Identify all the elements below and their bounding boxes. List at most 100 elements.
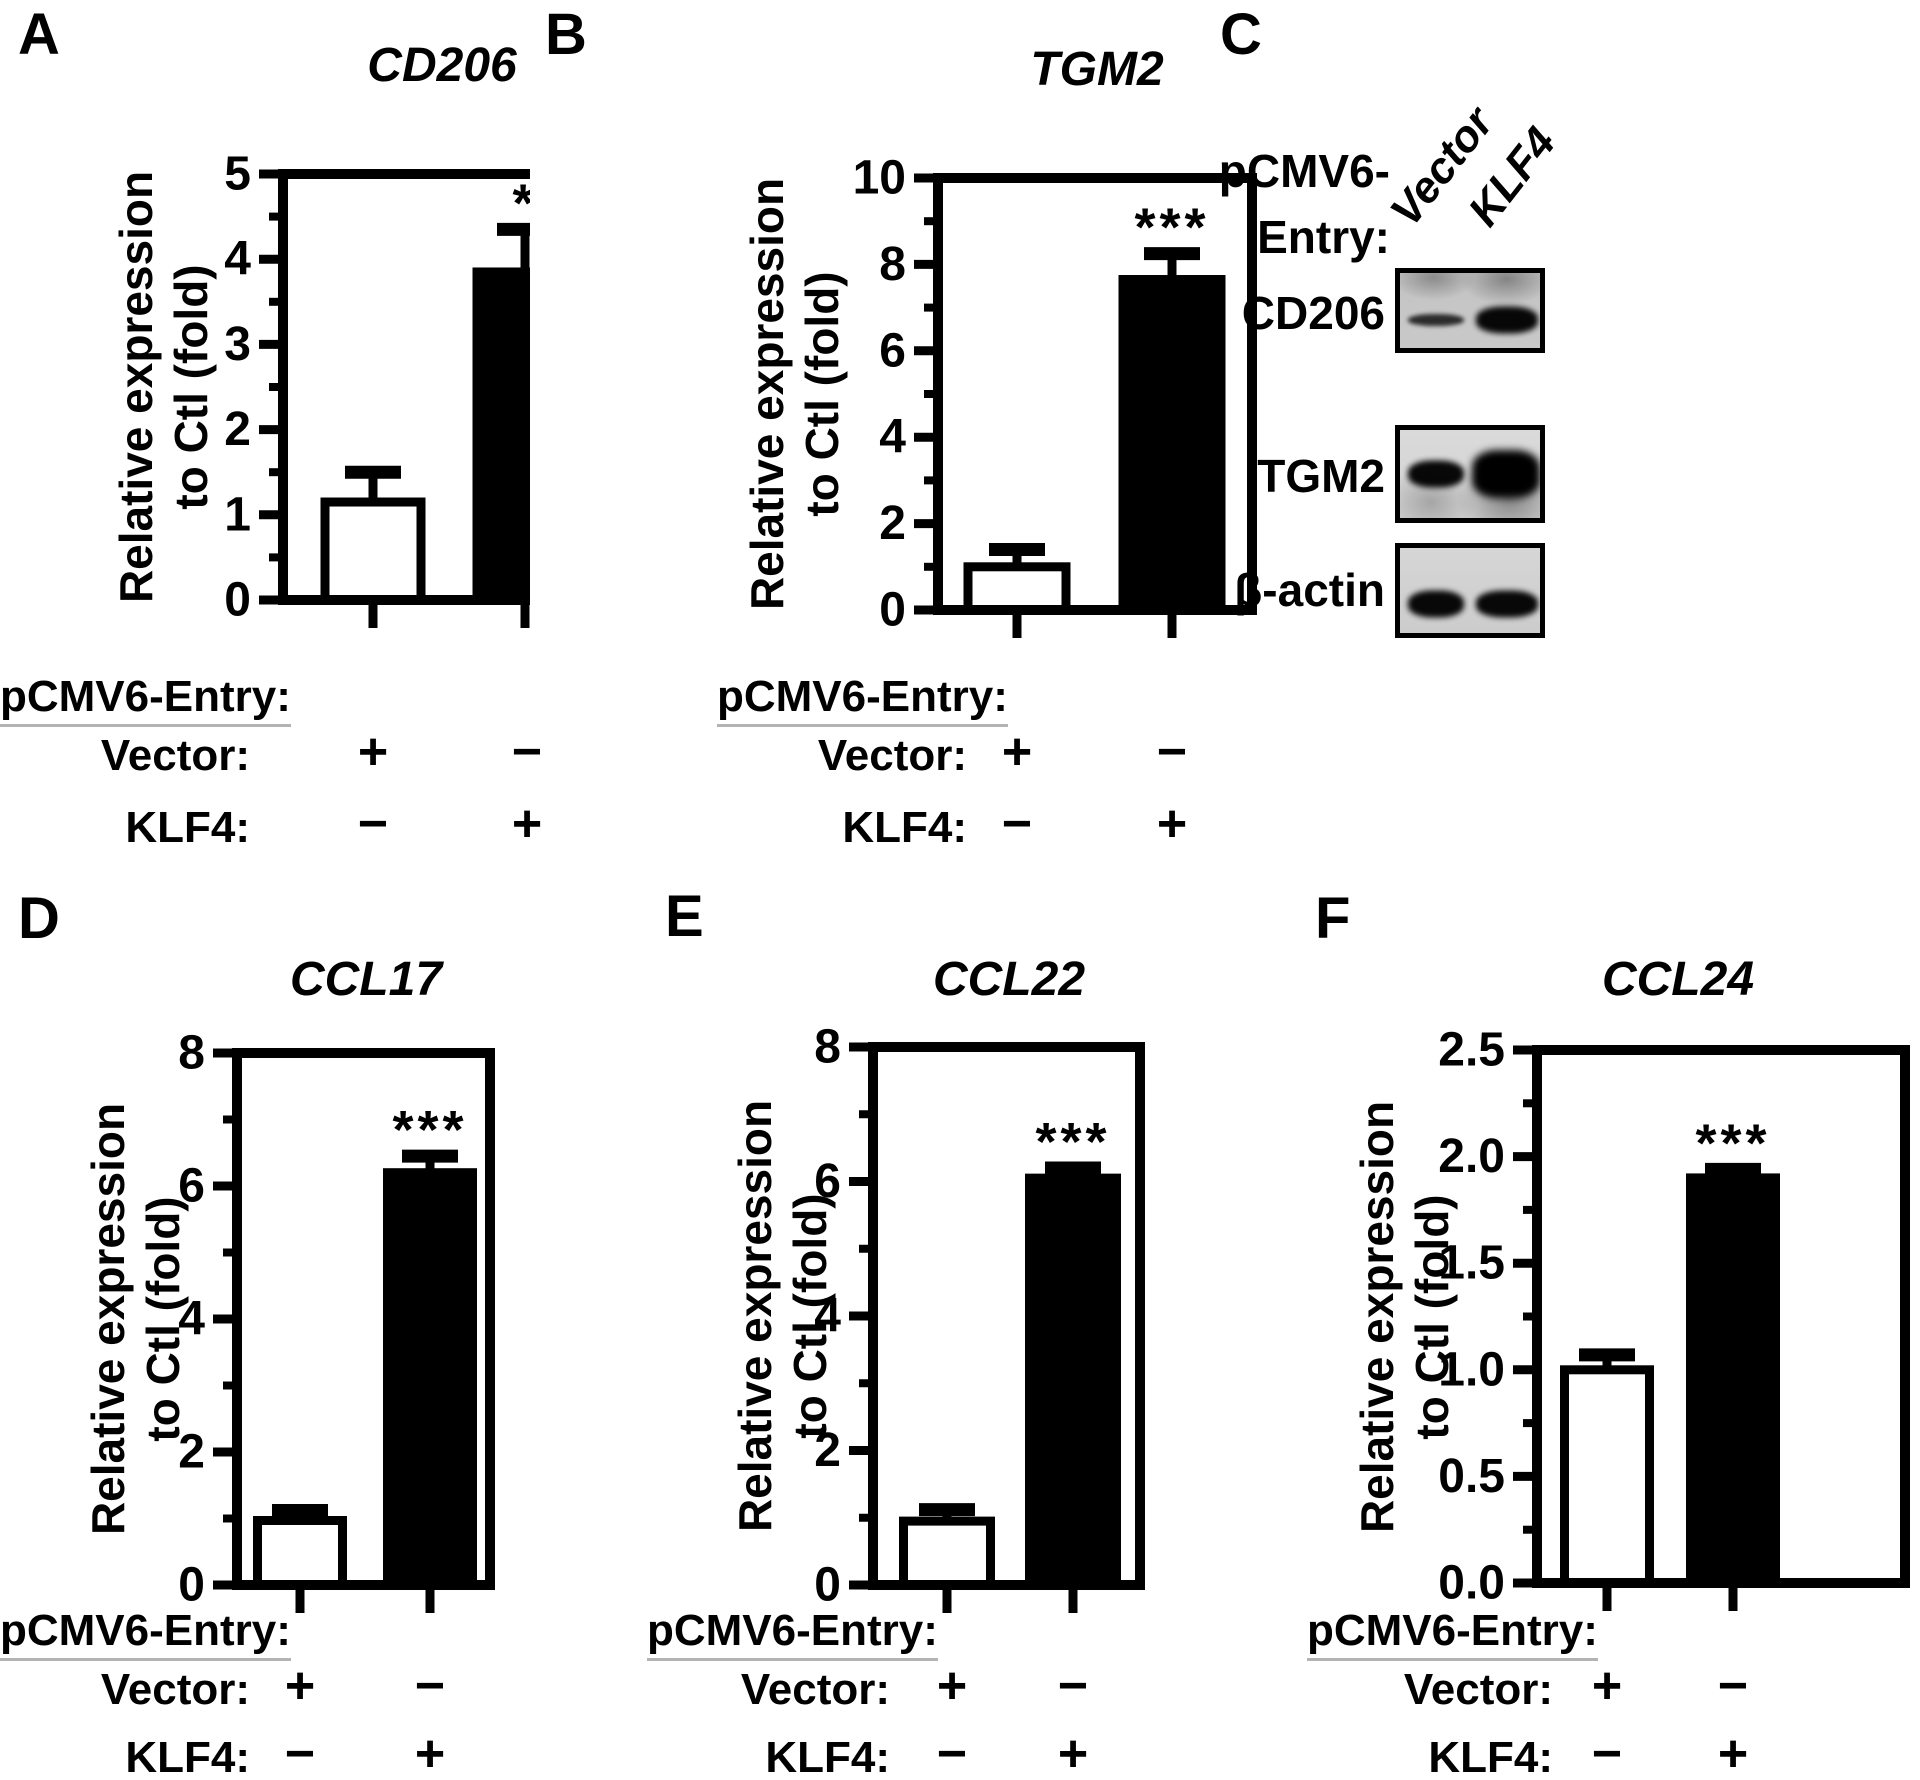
- svg-text:***: ***: [1035, 1112, 1110, 1172]
- blot-band-klf4: [1476, 590, 1538, 618]
- panel-e: E CCL22 Relative expression to Ctl (fold…: [640, 880, 1280, 1780]
- condition-value: +: [511, 795, 543, 853]
- condition-value: +: [1057, 1725, 1089, 1780]
- blot-header-line2: Entry:: [1257, 211, 1390, 263]
- y-axis-label-line1: Relative expression: [1351, 1100, 1403, 1534]
- conditions-header: pCMV6-Entry:: [717, 673, 1008, 728]
- svg-text:4: 4: [879, 411, 906, 464]
- condition-value: −: [511, 723, 543, 781]
- condition-label: Vector:: [740, 1665, 890, 1714]
- y-axis-label-line2: to Ctl (fold): [796, 271, 848, 517]
- blot-image-tgm2: [1395, 425, 1545, 523]
- condition-value: −: [1591, 1725, 1623, 1780]
- blot-band-klf4: [1472, 450, 1540, 498]
- blot-label-beta-actin: β-actin: [1234, 564, 1385, 616]
- conditions-header: pCMV6-Entry:: [0, 673, 291, 728]
- svg-text:*: *: [512, 173, 530, 233]
- blot-header: pCMV6- Entry:: [1200, 138, 1390, 270]
- condition-label: Vector:: [1403, 1665, 1553, 1714]
- svg-text:4: 4: [224, 233, 251, 286]
- panel-b: B TGM2 Relative expression to Ctl (fold)…: [530, 0, 1270, 880]
- y-axis-label-line1: Relative expression: [82, 1102, 134, 1536]
- condition-label: KLF4:: [765, 1733, 890, 1780]
- svg-text:10: 10: [853, 152, 906, 205]
- chart-title: CCL22: [932, 953, 1086, 1006]
- y-axis-label-line2: to Ctl (fold): [137, 1196, 189, 1442]
- svg-text:8: 8: [178, 1027, 205, 1080]
- condition-row-klf4: KLF4: − +: [0, 1725, 640, 1780]
- panel-c-western-blot: C pCMV6- Entry: Vector KLF4 CD206 TGM2 β…: [1200, 0, 1920, 880]
- y-axis-label-line1: Relative expression: [741, 177, 793, 611]
- chart-title: CCL24: [1601, 953, 1755, 1006]
- svg-text:0: 0: [178, 1559, 205, 1612]
- condition-value: +: [1717, 1725, 1749, 1780]
- condition-value: +: [414, 1725, 446, 1780]
- condition-value: +: [284, 1657, 316, 1715]
- condition-value: −: [284, 1725, 316, 1780]
- condition-value: +: [1156, 795, 1188, 853]
- condition-value: −: [936, 1725, 968, 1780]
- chart-title: CCL17: [289, 953, 443, 1006]
- blot-band-vector: [1408, 590, 1464, 618]
- chart-title: CD206: [367, 39, 517, 92]
- svg-text:2: 2: [879, 497, 906, 550]
- condition-value: +: [357, 723, 389, 781]
- chart-title: TGM2: [1030, 43, 1164, 96]
- svg-text:2: 2: [224, 403, 251, 456]
- condition-value: −: [1717, 1657, 1749, 1715]
- y-axis-label-line2: to Ctl (fold): [165, 264, 217, 510]
- condition-value: +: [1591, 1657, 1623, 1715]
- condition-label: KLF4:: [125, 803, 250, 852]
- condition-row-klf4: KLF4: − +: [0, 795, 542, 860]
- y-axis-label: Relative expression to Ctl (fold): [109, 171, 219, 603]
- condition-label: Vector:: [100, 731, 250, 780]
- y-axis-label-line2: to Ctl (fold): [1406, 1194, 1458, 1440]
- blot-image-cd206: [1395, 268, 1545, 353]
- conditions-header: pCMV6-Entry:: [1307, 1607, 1598, 1662]
- svg-text:1: 1: [224, 488, 251, 541]
- panel-letter: C: [1220, 2, 1262, 67]
- condition-value: −: [1001, 795, 1033, 853]
- condition-value: −: [1057, 1657, 1089, 1715]
- blot-label-tgm2: TGM2: [1257, 450, 1385, 502]
- condition-row-vector: Vector: + −: [640, 1657, 1280, 1722]
- svg-text:5: 5: [224, 148, 251, 201]
- panel-d: D CCL17 Relative expression to Ctl (fold…: [0, 880, 640, 1780]
- svg-text:8: 8: [879, 238, 906, 291]
- panel-letter: A: [18, 2, 60, 67]
- svg-text:8: 8: [814, 1021, 841, 1074]
- condition-label: KLF4:: [125, 1733, 250, 1780]
- svg-text:***: ***: [1134, 198, 1209, 258]
- svg-text:2.5: 2.5: [1438, 1024, 1505, 1077]
- svg-text:0: 0: [814, 1559, 841, 1612]
- panel-letter: D: [18, 886, 60, 951]
- condition-value: −: [357, 795, 389, 853]
- conditions-header: pCMV6-Entry:: [0, 1607, 291, 1662]
- conditions-header: pCMV6-Entry:: [647, 1607, 938, 1662]
- condition-row-vector: Vector: + −: [0, 1657, 640, 1722]
- svg-text:***: ***: [392, 1100, 467, 1160]
- panel-f: F CCL24 Relative expression to Ctl (fold…: [1280, 880, 1920, 1780]
- blot-band-klf4: [1476, 306, 1538, 334]
- y-axis-label: Relative expression to Ctl (fold): [1350, 1101, 1460, 1533]
- y-axis-label: Relative expression to Ctl (fold): [728, 1100, 838, 1532]
- svg-text:6: 6: [879, 324, 906, 377]
- panel-letter: B: [545, 2, 587, 67]
- condition-row-klf4: KLF4: − +: [640, 1725, 1280, 1780]
- condition-row-klf4: KLF4: − +: [1280, 1725, 1920, 1780]
- panel-a: A CD206 Relative expression to Ctl (fold…: [0, 0, 542, 880]
- condition-value: +: [936, 1657, 968, 1715]
- svg-text:***: ***: [1695, 1113, 1770, 1173]
- svg-text:0: 0: [224, 574, 251, 627]
- y-axis-label-line1: Relative expression: [110, 170, 162, 604]
- blot-header-line1: pCMV6-: [1218, 145, 1390, 197]
- svg-text:0.0: 0.0: [1438, 1557, 1505, 1610]
- y-axis-label-line1: Relative expression: [729, 1099, 781, 1533]
- y-axis-label-line2: to Ctl (fold): [784, 1193, 836, 1439]
- blot-image-beta-actin: [1395, 543, 1545, 638]
- blot-label-cd206: CD206: [1241, 287, 1385, 339]
- condition-label: Vector:: [817, 731, 967, 780]
- condition-row-klf4: KLF4: − +: [530, 795, 1270, 860]
- condition-label: Vector:: [100, 1665, 250, 1714]
